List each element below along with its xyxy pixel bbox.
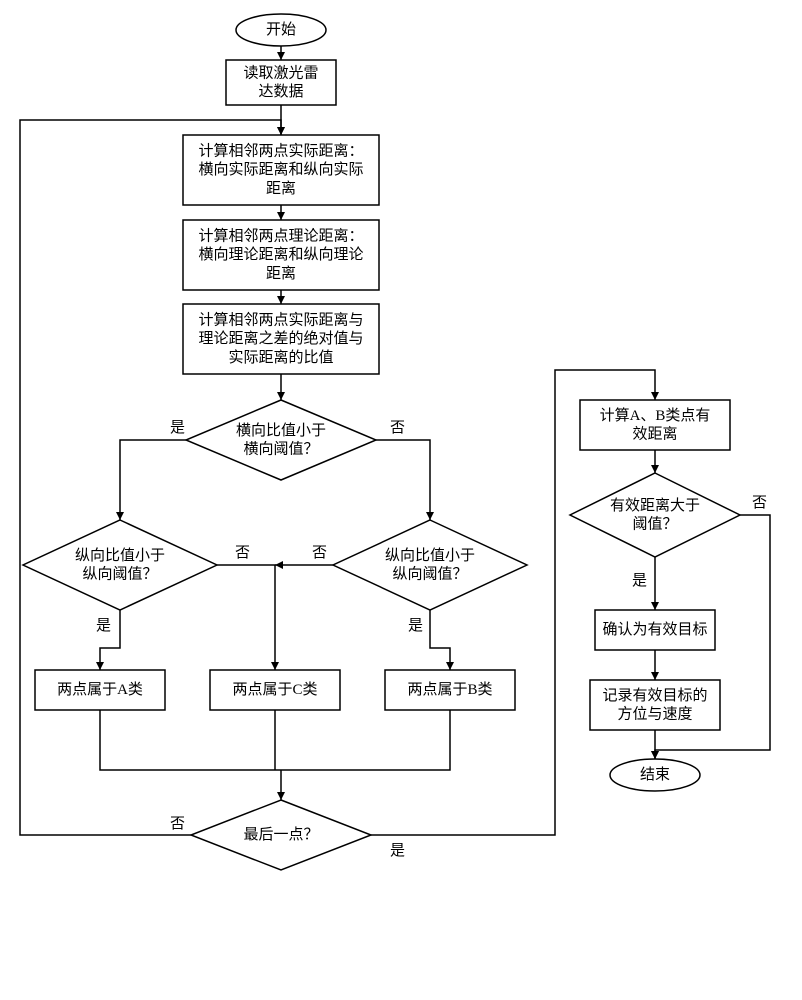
d_valid bbox=[570, 473, 740, 557]
d_h-text-1: 横向阈值？ bbox=[243, 441, 318, 458]
calc1-text-0: 计算相邻两点实际距离： bbox=[198, 141, 363, 159]
start-text-0: 开始 bbox=[266, 21, 296, 38]
d_vL-text-1: 纵向阈值？ bbox=[82, 566, 157, 583]
d_valid-text-0: 有效距离大于 bbox=[610, 497, 700, 514]
svg-text:否: 否 bbox=[312, 545, 327, 561]
a-text-0: 两点属于A类 bbox=[57, 681, 143, 698]
calc3-text-1: 理论距离之差的绝对值与 bbox=[198, 330, 363, 347]
calc3-text-0: 计算相邻两点实际距离与 bbox=[198, 310, 363, 328]
svg-text:否: 否 bbox=[752, 495, 767, 511]
calc3-text-2: 实际距离的比值 bbox=[228, 349, 333, 366]
d_vR-text-1: 纵向阈值？ bbox=[392, 566, 467, 583]
calc2-text-1: 横向理论距离和纵向理论 bbox=[198, 246, 363, 263]
end-text-0: 结束 bbox=[640, 766, 670, 783]
d_h-text-0: 横向比值小于 bbox=[236, 422, 326, 439]
record-text-1: 方位与速度 bbox=[617, 706, 692, 723]
svg-text:否: 否 bbox=[390, 420, 405, 436]
d_h bbox=[186, 400, 376, 480]
c-text-0: 两点属于C类 bbox=[232, 681, 317, 698]
calc2-text-0: 计算相邻两点理论距离： bbox=[198, 226, 363, 244]
calcAB-text-0: 计算A、B类点有 bbox=[600, 406, 711, 424]
record-text-0: 记录有效目标的 bbox=[602, 687, 707, 704]
calc1-text-2: 距离 bbox=[266, 180, 296, 197]
svg-text:是: 是 bbox=[170, 420, 185, 436]
read-text-0: 读取激光雷 bbox=[243, 64, 318, 81]
b-text-0: 两点属于B类 bbox=[407, 681, 492, 698]
svg-text:是: 是 bbox=[390, 843, 405, 859]
d_vL-text-0: 纵向比值小于 bbox=[75, 547, 165, 564]
d_last-text-0: 最后一点？ bbox=[243, 826, 318, 843]
svg-text:是: 是 bbox=[408, 618, 423, 634]
d_valid-text-1: 阈值？ bbox=[632, 516, 677, 533]
d_vR bbox=[333, 520, 527, 610]
svg-text:是: 是 bbox=[96, 618, 111, 634]
d_vL bbox=[23, 520, 217, 610]
calcAB-text-1: 效距离 bbox=[632, 426, 677, 443]
calc2-text-2: 距离 bbox=[266, 265, 296, 282]
d_vR-text-0: 纵向比值小于 bbox=[385, 547, 475, 564]
svg-text:否: 否 bbox=[235, 545, 250, 561]
svg-text:否: 否 bbox=[170, 816, 185, 832]
calc1-text-1: 横向实际距离和纵向实际 bbox=[198, 161, 363, 178]
svg-text:是: 是 bbox=[632, 573, 647, 589]
read-text-1: 达数据 bbox=[258, 83, 303, 100]
confirm-text-0: 确认为有效目标 bbox=[602, 621, 707, 638]
